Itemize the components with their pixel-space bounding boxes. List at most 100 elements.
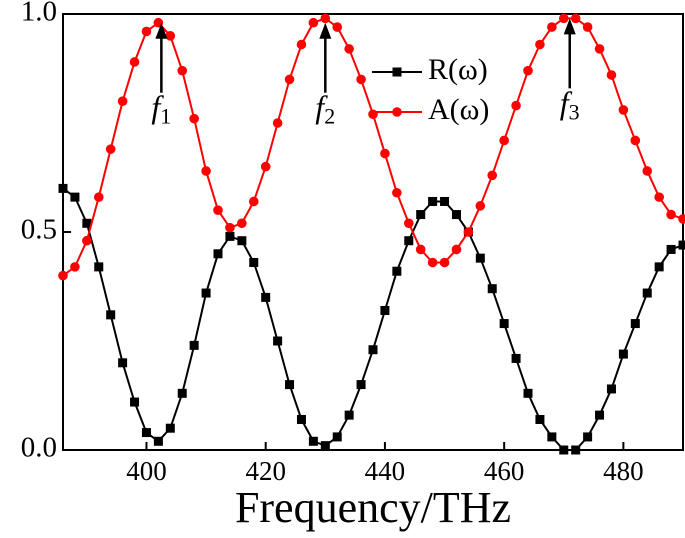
marker [666, 244, 676, 254]
marker [523, 388, 533, 398]
marker [153, 436, 163, 446]
marker [427, 257, 438, 268]
marker [558, 13, 569, 24]
marker [344, 410, 354, 420]
marker [630, 135, 641, 146]
marker [535, 414, 545, 424]
marker [666, 209, 676, 220]
marker [595, 410, 605, 420]
x-tick-label: 400 [126, 456, 167, 486]
marker [344, 44, 354, 54]
marker [618, 349, 628, 359]
marker [273, 336, 283, 346]
marker [70, 192, 80, 202]
marker [249, 258, 259, 268]
marker [415, 244, 426, 255]
marker [93, 192, 104, 202]
arrow-head [319, 22, 332, 39]
marker [237, 236, 247, 246]
marker [308, 436, 318, 446]
marker [440, 196, 450, 206]
marker [105, 144, 116, 154]
marker [296, 414, 306, 424]
marker [82, 218, 92, 228]
annotation-subscript: 1 [160, 104, 171, 129]
marker [511, 353, 521, 363]
marker [606, 384, 616, 394]
marker [392, 266, 402, 276]
marker [117, 96, 128, 106]
marker [225, 222, 235, 233]
marker [296, 39, 307, 50]
marker [201, 166, 211, 176]
x-tick-label: 460 [484, 456, 525, 486]
marker [559, 445, 569, 455]
x-axis-label: Frequency/THz [235, 483, 511, 532]
marker [463, 227, 474, 237]
marker [654, 262, 664, 272]
marker [439, 257, 450, 268]
legend-label: R(ω) [428, 53, 488, 86]
marker [106, 310, 116, 320]
marker [332, 22, 343, 32]
marker [130, 397, 140, 407]
marker [308, 17, 319, 28]
marker [368, 109, 378, 120]
y-tick-label: 1.0 [21, 0, 57, 28]
arrow-head [155, 22, 168, 39]
marker [213, 205, 223, 215]
marker [94, 262, 104, 272]
marker [451, 244, 462, 255]
marker [177, 388, 187, 398]
marker [165, 423, 175, 433]
marker [82, 235, 92, 246]
marker [487, 284, 497, 294]
marker [630, 319, 640, 329]
annotation: f2 [315, 89, 335, 129]
marker [523, 65, 533, 76]
marker [392, 187, 402, 198]
marker [511, 100, 521, 111]
marker [189, 113, 199, 124]
marker [118, 358, 128, 368]
marker [547, 22, 557, 32]
marker [380, 148, 390, 159]
legend-label: A(ω) [428, 93, 489, 126]
marker [404, 236, 414, 246]
x-tick-label: 440 [365, 456, 406, 486]
marker [499, 319, 509, 329]
marker [225, 231, 235, 241]
marker [320, 441, 330, 451]
marker [201, 288, 211, 298]
marker [654, 192, 664, 202]
marker [260, 161, 271, 172]
marker [261, 292, 271, 302]
marker [583, 432, 593, 442]
marker [642, 288, 652, 298]
marker [594, 44, 605, 54]
marker [213, 249, 223, 259]
annotation-subscript: 3 [569, 99, 580, 124]
marker [475, 201, 486, 211]
x-tick-label: 420 [245, 456, 286, 486]
marker [678, 214, 685, 224]
y-tick-label: 0.5 [21, 214, 57, 246]
series-line [62, 187, 684, 451]
marker [272, 118, 283, 128]
marker [70, 262, 80, 272]
marker [356, 74, 366, 85]
marker [237, 218, 247, 229]
series-line [62, 17, 684, 277]
marker [403, 218, 414, 229]
marker [356, 380, 366, 390]
marker [499, 135, 509, 146]
annotation-subscript: 2 [324, 104, 335, 129]
marker [284, 74, 295, 85]
marker [141, 26, 152, 37]
marker [129, 57, 140, 67]
marker [428, 196, 438, 206]
marker [570, 13, 581, 24]
marker [332, 432, 342, 442]
marker [380, 305, 390, 315]
